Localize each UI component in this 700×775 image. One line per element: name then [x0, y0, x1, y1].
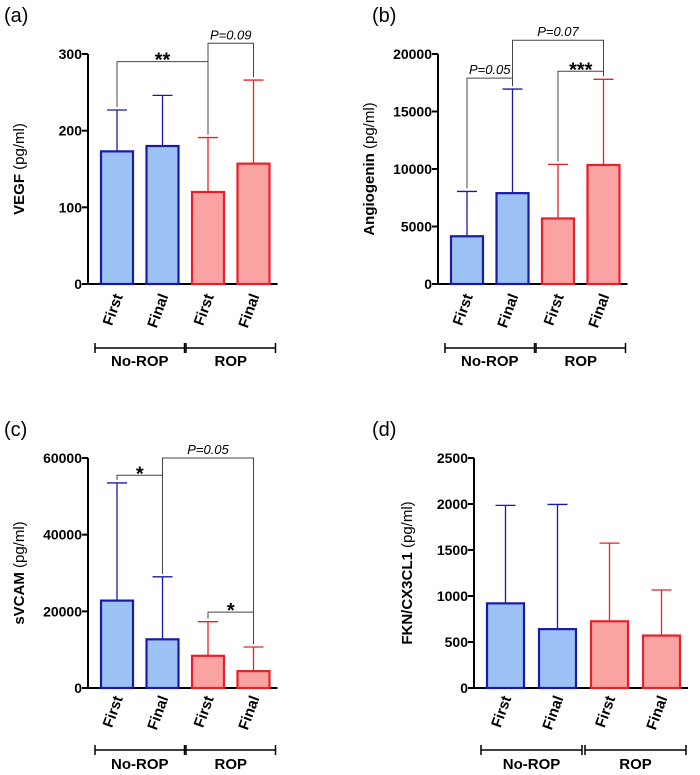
group-label: ROP	[214, 353, 247, 370]
bar-no-rop-first	[449, 235, 485, 286]
bar-rop-final	[236, 670, 271, 690]
category-label: First	[100, 292, 127, 328]
significance-bracket	[207, 611, 254, 644]
significance-stars: **	[155, 50, 171, 72]
category-label: First	[100, 694, 127, 730]
y-axis-title: FKN/CX3CL1	[399, 552, 416, 645]
category-label: First	[191, 292, 218, 328]
significance-bracket	[116, 474, 163, 574]
category-label: Final	[144, 292, 172, 331]
panel-label: (a)	[4, 5, 28, 27]
significance-bracket	[162, 457, 254, 644]
y-axis-label: Angiogenin (pg/ml)	[361, 102, 378, 235]
y-tick-label: 0	[424, 276, 432, 292]
group-label: No-ROP	[461, 353, 519, 370]
group-label: ROP	[619, 756, 652, 773]
bar-no-rop-final	[495, 192, 530, 286]
significance-bracket	[466, 77, 513, 189]
category-label: First	[541, 292, 568, 328]
significance-bracket	[512, 39, 604, 87]
y-axis-label: VEGF (pg/ml)	[11, 123, 28, 215]
y-tick-label: 200	[59, 123, 83, 139]
y-axis-title: sVCAM	[11, 572, 28, 625]
category-label: First	[191, 694, 218, 730]
bar-no-rop-final	[537, 628, 578, 690]
y-axis-unit: (pg/ml)	[11, 521, 28, 568]
category-label: Final	[144, 694, 172, 733]
category-label: Final	[539, 694, 567, 733]
significance-stars: ***	[569, 59, 593, 81]
bar-no-rop-first	[99, 150, 135, 286]
y-axis-title: Angiogenin	[361, 153, 378, 236]
y-tick-label: 20000	[43, 603, 82, 619]
y-axis-unit: (pg/ml)	[11, 123, 28, 170]
y-tick-label: 1000	[437, 588, 468, 604]
category-label: Final	[235, 694, 263, 733]
y-axis-label: FKN/CX3CL1 (pg/ml)	[399, 501, 416, 644]
bar-no-rop-final	[145, 144, 180, 286]
y-axis-unit: (pg/ml)	[399, 501, 416, 548]
y-tick-label: 100	[59, 199, 83, 215]
significance-bracket	[207, 42, 254, 135]
y-tick-label: 2500	[437, 450, 468, 466]
y-tick-label: 20000	[393, 46, 432, 62]
p-value-label: P=0.09	[210, 27, 252, 42]
y-axis-unit: (pg/ml)	[361, 102, 378, 149]
bar-rop-final	[586, 163, 621, 286]
category-label: First	[592, 694, 619, 730]
y-axis-label: sVCAM (pg/ml)	[11, 521, 28, 624]
bar-rop-first	[589, 620, 630, 690]
y-tick-label: 0	[74, 680, 82, 696]
y-tick-label: 40000	[43, 527, 82, 543]
bar-rop-final	[641, 634, 682, 690]
significance-stars: *	[136, 463, 144, 485]
p-value-label: P=0.07	[537, 24, 579, 39]
chart-panel-b: (b) 0 5000 10000 15000 20000 Angiogenin (pg/ml…	[361, 5, 628, 370]
category-label: Final	[494, 292, 522, 331]
group-label: ROP	[564, 353, 597, 370]
group-label: No-ROP	[111, 756, 169, 773]
p-value-label: P=0.05	[469, 62, 511, 77]
significance-stars: *	[227, 600, 235, 622]
y-tick-label: 5000	[401, 219, 432, 235]
y-tick-label: 0	[74, 276, 82, 292]
category-label: Final	[235, 292, 263, 331]
bar-no-rop-final	[145, 638, 180, 690]
chart-panel-d: (d) 0 500 1000 1500 2000 2500 FKN/CX3CL1 (pg/ml…	[372, 419, 688, 773]
category-label: Final	[643, 694, 671, 733]
chart-panel-a: (a) 0 100 200 300 VEGF (pg/ml) First Final First…	[4, 5, 278, 370]
bar-no-rop-first	[485, 602, 526, 690]
group-label: No-ROP	[111, 353, 169, 370]
y-tick-label: 500	[445, 634, 469, 650]
bar-rop-first	[190, 190, 226, 286]
y-axis-title: VEGF	[11, 174, 28, 215]
bar-rop-first	[190, 654, 226, 690]
bar-no-rop-first	[99, 599, 135, 690]
y-tick-label: 10000	[393, 161, 432, 177]
significance-bracket	[557, 70, 604, 162]
p-value-label: P=0.05	[187, 442, 229, 457]
panel-label: (b)	[372, 5, 396, 27]
category-label: Final	[585, 292, 613, 331]
category-label: First	[488, 694, 515, 730]
group-label: ROP	[214, 756, 247, 773]
category-label: First	[450, 292, 477, 328]
y-tick-label: 1500	[437, 542, 468, 558]
y-tick-label: 0	[460, 680, 468, 696]
y-tick-label: 2000	[437, 496, 468, 512]
bar-rop-first	[540, 217, 576, 286]
y-tick-label: 300	[59, 46, 83, 62]
panel-label: (c)	[4, 419, 27, 441]
panel-label: (d)	[372, 419, 396, 441]
group-label: No-ROP	[503, 756, 561, 773]
bar-rop-final	[236, 162, 271, 286]
chart-panel-c: (c) 0 20000 40000 60000 sVCAM (pg/ml) First Fin…	[4, 419, 278, 773]
y-tick-label: 60000	[43, 450, 82, 466]
y-tick-label: 15000	[393, 104, 432, 120]
